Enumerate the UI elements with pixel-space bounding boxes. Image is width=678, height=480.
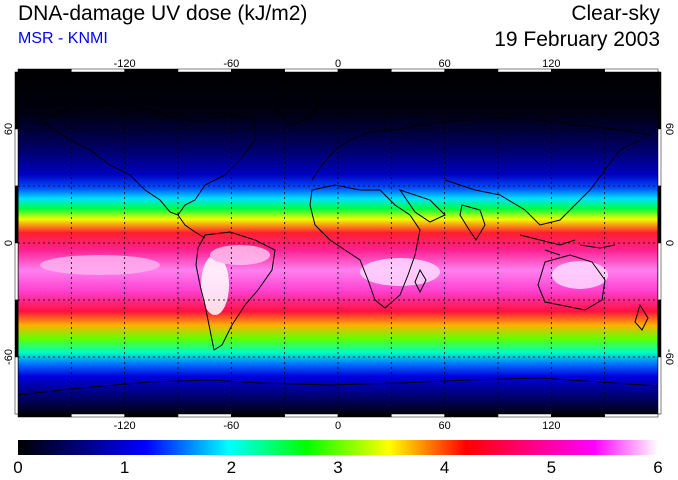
- lon-tick-label-top: -60: [223, 58, 239, 70]
- south-america-coast: [195, 231, 276, 351]
- greenland-coast: [274, 89, 321, 126]
- frame-band: [124, 413, 179, 418]
- lon-tick-label-bottom: -60: [223, 420, 239, 432]
- frame-band: [231, 68, 285, 73]
- frame-band: [444, 68, 499, 73]
- frame-band: [337, 413, 392, 418]
- arabia-coast: [398, 189, 446, 223]
- frame-band: [14, 128, 19, 187]
- axis-labels: -120 -120 -60 -60 0 0 60 60 120 120 -60 -60 0 0 60 60: [3, 58, 675, 432]
- map-date: 19 February 2003: [494, 28, 660, 51]
- north-america-coast: [38, 103, 256, 216]
- frame-band: [14, 242, 19, 301]
- central-america-coast: [177, 214, 206, 239]
- frame-band: [657, 185, 662, 244]
- asia-coast: [444, 139, 641, 226]
- frame-band: [14, 356, 19, 415]
- frame-band: [337, 68, 392, 73]
- frame-band: [657, 356, 662, 415]
- australia-coast: [537, 254, 606, 311]
- frame-band: [391, 68, 445, 73]
- lat-tick-label-left: 60: [3, 123, 15, 135]
- lon-tick-label-bottom: 0: [335, 420, 341, 432]
- africa-coast: [309, 184, 421, 309]
- coastlines: [18, 89, 658, 396]
- lon-tick-label-bottom: 60: [439, 420, 451, 432]
- europe-coast: [311, 117, 651, 181]
- lon-tick-label-bottom: 120: [542, 420, 560, 432]
- southeast-asia-islands: [519, 234, 616, 256]
- colorbar-tick-label: 1: [119, 458, 130, 477]
- frame-band: [444, 413, 499, 418]
- sky-condition: Clear-sky: [571, 2, 660, 25]
- frame-band: [657, 299, 662, 358]
- lon-tick-label-top: 120: [542, 58, 560, 70]
- madagascar-coast: [414, 268, 427, 294]
- frame-band: [177, 413, 232, 418]
- colorbar-tick-label: 3: [333, 458, 343, 477]
- colorbar-tick-label: 0: [13, 458, 23, 477]
- frame-band: [657, 242, 662, 301]
- lat-tick-label-right: 0: [663, 240, 675, 246]
- frame-band: [604, 413, 659, 418]
- lon-tick-label-top: -120: [114, 58, 136, 70]
- colorbar-tick-label: 6: [653, 458, 663, 477]
- frame-band: [17, 413, 72, 418]
- frame-band: [14, 185, 19, 244]
- frame-band: [14, 299, 19, 358]
- new-zealand-coast: [634, 303, 649, 331]
- frame-band: [391, 413, 445, 418]
- lat-tick-label-right: -60: [663, 349, 675, 365]
- graticule: [18, 72, 658, 414]
- antarctica-coast: [18, 377, 658, 396]
- frame-band: [284, 413, 339, 418]
- colorbar: [18, 440, 658, 455]
- frame-band: [657, 71, 662, 130]
- lon-tick-label-top: 60: [439, 58, 451, 70]
- colorbar-tick-label: 4: [439, 458, 450, 477]
- lon-tick-label-top: 0: [335, 58, 341, 70]
- india-coast: [459, 204, 486, 241]
- lon-tick-label-bottom: -120: [114, 420, 136, 432]
- map-title: DNA-damage UV dose (kJ/m2): [18, 2, 308, 25]
- colorbar-tick-label: 2: [226, 458, 237, 477]
- frame-band: [14, 71, 19, 130]
- lat-tick-label-left: 0: [3, 240, 15, 246]
- frame-ticks: [14, 68, 662, 418]
- lat-tick-label-left: -60: [3, 349, 15, 365]
- frame-band: [551, 413, 605, 418]
- frame-band: [497, 413, 552, 418]
- uv-highlights: [40, 245, 608, 315]
- colorbar-tick-label: 5: [546, 458, 557, 477]
- frame-band: [604, 68, 659, 73]
- source-label: MSR - KNMI: [18, 30, 108, 47]
- frame-band: [71, 413, 125, 418]
- frame-band: [284, 68, 339, 73]
- frame-band: [657, 128, 662, 187]
- frame-band: [17, 68, 72, 73]
- lat-tick-label-right: 60: [663, 123, 675, 135]
- frame-band: [231, 413, 285, 418]
